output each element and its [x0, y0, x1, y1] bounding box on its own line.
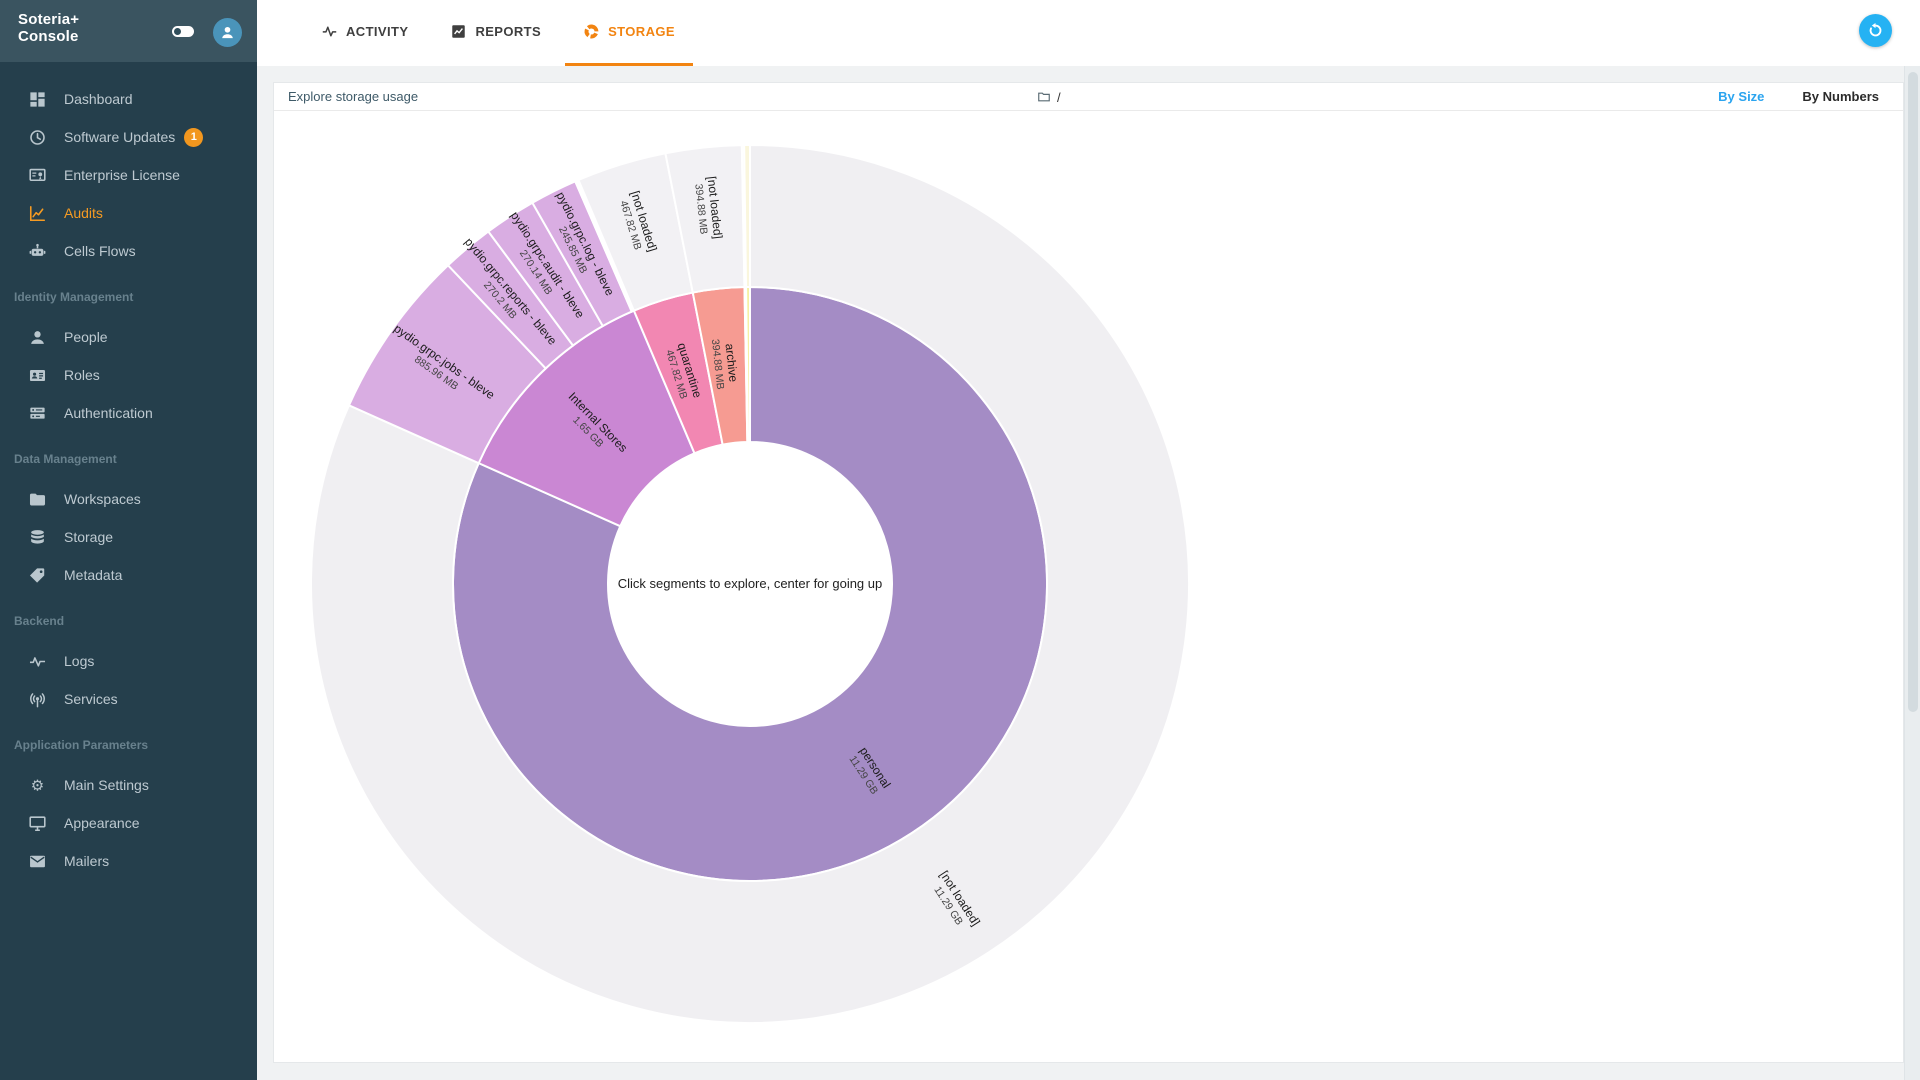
folder-icon: [27, 489, 47, 509]
authentication-icon: [27, 403, 47, 423]
antenna-icon: [27, 689, 47, 709]
tab-label: REPORTS: [475, 24, 542, 39]
tab-reports[interactable]: REPORTS: [432, 0, 559, 66]
vertical-scrollbar[interactable]: [1904, 66, 1920, 1080]
update-icon: [27, 127, 47, 147]
top-tab-bar: ACTIVITY REPORTS STORAGE: [257, 0, 1920, 66]
robot-icon: [27, 241, 47, 261]
sidebar-item-label: Roles: [64, 367, 100, 383]
scrollbar-thumb[interactable]: [1908, 72, 1918, 712]
tab-label: STORAGE: [608, 24, 675, 39]
app-title-line2: Console: [18, 28, 79, 45]
sidebar-item-label: People: [64, 329, 108, 345]
mail-icon: [27, 851, 47, 871]
activity-icon: [321, 23, 338, 40]
sidebar-item-dashboard[interactable]: Dashboard: [0, 80, 257, 118]
sidebar-item-label: Audits: [64, 205, 103, 221]
theme-toggle[interactable]: [172, 26, 194, 37]
tabs: ACTIVITY REPORTS STORAGE: [257, 0, 1920, 66]
panel-title: Explore storage usage: [288, 89, 419, 104]
refresh-button[interactable]: [1859, 14, 1892, 47]
folder-icon: [1038, 92, 1050, 102]
chart-segment-blank[interactable]: [743, 143, 751, 289]
chart-segment-label: [not loaded]394.88 MB: [692, 176, 726, 240]
donut-icon: [583, 23, 600, 40]
sidebar-item-main-settings[interactable]: ⚙ Main Settings: [0, 766, 257, 804]
roles-icon: [27, 365, 47, 385]
sidebar-item-logs[interactable]: Logs: [0, 642, 257, 680]
sidebar-item-label: Software Updates: [64, 129, 176, 145]
sidebar-item-label: Appearance: [64, 815, 140, 831]
sidebar-item-authentication[interactable]: Authentication: [0, 394, 257, 432]
sidebar: Soteria+ Console Dashboard Software Updat…: [0, 0, 257, 1080]
sidebar-item-label: Storage: [64, 529, 114, 545]
toggle-knob-icon: [174, 28, 181, 35]
by-size-button[interactable]: By Size: [1718, 89, 1765, 104]
sidebar-item-storage[interactable]: Storage: [0, 518, 257, 556]
tab-label: ACTIVITY: [346, 24, 409, 39]
sidebar-item-label: Main Settings: [64, 777, 149, 793]
breadcrumb-path: /: [1057, 89, 1061, 105]
app-title: Soteria+ Console: [18, 11, 79, 45]
app-title-line1: Soteria+: [18, 11, 80, 28]
tag-icon: [27, 565, 47, 585]
sunburst-chart: personal 11.29 GB Internal Stores 1.65 GB qu…: [274, 111, 1903, 1062]
sidebar-item-people[interactable]: People: [0, 318, 257, 356]
chart-segment-not-loaded[interactable]: [310, 143, 1190, 1024]
person-icon: [222, 26, 233, 39]
sidebar-item-label: Logs: [64, 653, 95, 669]
breadcrumb[interactable]: /: [1037, 83, 1061, 111]
sidebar-section-backend: Backend: [14, 614, 65, 628]
sidebar-item-label: Services: [64, 691, 118, 707]
monitor-icon: [27, 813, 47, 833]
svg-text:archive: archive: [722, 343, 740, 383]
refresh-icon: [1869, 22, 1882, 37]
pulse-icon: [27, 651, 47, 671]
sidebar-item-mailers[interactable]: Mailers: [0, 842, 257, 880]
storage-panel: Explore storage usage / By Size By Numbe…: [273, 82, 1904, 1063]
sidebar-section-identity-management: Identity Management: [14, 290, 134, 304]
sidebar-item-label: Authentication: [64, 405, 153, 421]
gear-icon: ⚙: [27, 775, 47, 795]
audits-icon: [27, 203, 47, 223]
storage-toolbar: Explore storage usage / By Size By Numbe…: [274, 83, 1903, 111]
svg-text:⚙: ⚙: [30, 777, 43, 794]
sidebar-item-audits[interactable]: Audits: [0, 194, 257, 232]
sidebar-item-software-updates[interactable]: Software Updates 1: [0, 118, 257, 156]
sidebar-item-enterprise-license[interactable]: Enterprise License: [0, 156, 257, 194]
sidebar-item-services[interactable]: Services: [0, 680, 257, 718]
sidebar-section-data-management: Data Management: [14, 452, 117, 466]
update-count-badge: 1: [184, 127, 204, 147]
tab-activity[interactable]: ACTIVITY: [303, 0, 426, 66]
sidebar-item-appearance[interactable]: Appearance: [0, 804, 257, 842]
sidebar-header: Soteria+ Console: [0, 0, 257, 62]
svg-text:[not loaded]: [not loaded]: [705, 176, 726, 240]
sidebar-item-label: Enterprise License: [64, 167, 180, 183]
license-icon: [27, 165, 47, 185]
svg-text:394.88 MB: 394.88 MB: [709, 338, 726, 390]
sidebar-item-metadata[interactable]: Metadata: [0, 556, 257, 594]
tab-storage[interactable]: STORAGE: [565, 0, 693, 66]
sidebar-item-cells-flows[interactable]: Cells Flows: [0, 232, 257, 270]
database-icon: [27, 527, 47, 547]
sidebar-item-roles[interactable]: Roles: [0, 356, 257, 394]
view-switch: By Size By Numbers: [1718, 89, 1879, 104]
dashboard-icon: [27, 89, 47, 109]
sidebar-item-label: Dashboard: [64, 91, 133, 107]
sidebar-item-label: Workspaces: [64, 491, 141, 507]
by-numbers-button[interactable]: By Numbers: [1802, 89, 1879, 104]
sidebar-section-application-parameters: Application Parameters: [14, 738, 149, 752]
sidebar-nav: Dashboard Software Updates 1 Enterprise Lic…: [0, 62, 257, 880]
reports-icon: [450, 23, 467, 40]
sidebar-item-label: Cells Flows: [64, 243, 136, 259]
person-icon: [27, 327, 47, 347]
sidebar-item-label: Mailers: [64, 853, 110, 869]
sidebar-item-workspaces[interactable]: Workspaces: [0, 480, 257, 518]
user-avatar[interactable]: [213, 18, 242, 47]
svg-text:394.88 MB: 394.88 MB: [692, 183, 709, 235]
sidebar-item-label: Metadata: [64, 567, 123, 583]
chart-center-button[interactable]: [608, 442, 892, 726]
chart-center-hint: Click segments to explore, center for go…: [618, 576, 882, 591]
